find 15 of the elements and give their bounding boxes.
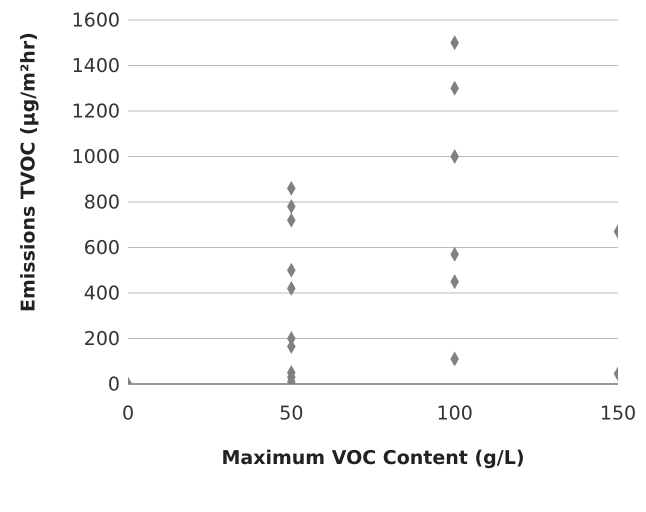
y-tick-label: 1200: [72, 100, 120, 123]
y-tick-label: 400: [84, 282, 120, 305]
x-axis-title: Maximum VOC Content (g/L): [221, 447, 525, 469]
y-tick-label: 1600: [72, 10, 120, 32]
y-tick-label: 0: [108, 374, 120, 396]
x-tick-label: 100: [436, 402, 473, 424]
y-tick-label: 200: [84, 328, 120, 350]
y-tick-label: 600: [84, 237, 120, 260]
y-tick-label: 1400: [72, 55, 120, 78]
y-tick-label: 1000: [72, 146, 120, 168]
y-axis-title: Emissions TVOC (µg/m²hr): [18, 32, 40, 312]
x-tick-label: 150: [600, 402, 636, 424]
y-tick-label: 800: [84, 192, 120, 214]
x-tick-label: 0: [122, 402, 134, 424]
x-tick-label: 50: [279, 402, 304, 424]
